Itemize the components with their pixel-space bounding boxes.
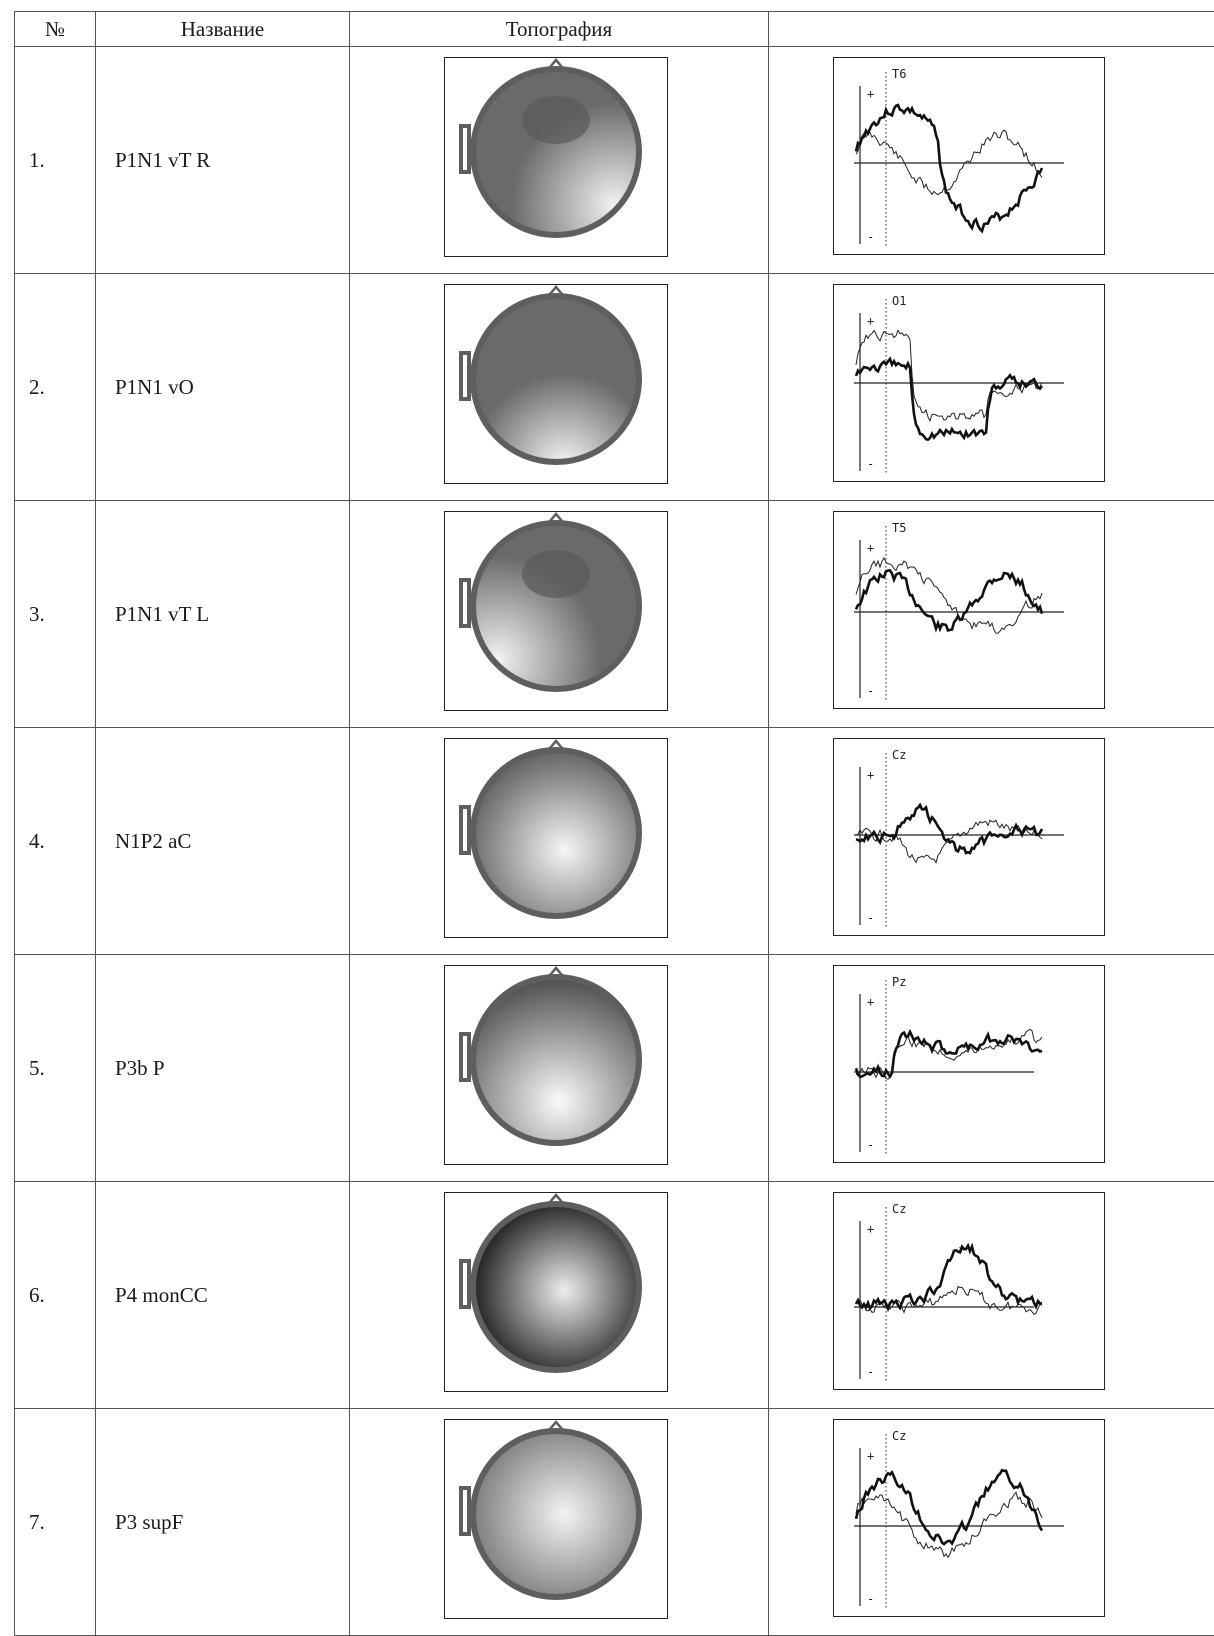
topography-map xyxy=(444,284,668,484)
waveform-thick xyxy=(856,1246,1042,1309)
table-row: 5.P3b P + - Pz xyxy=(15,955,1214,1182)
component-name: P3 supF xyxy=(96,1409,350,1636)
topography-map xyxy=(444,965,668,1165)
waveform-thick xyxy=(856,570,1042,630)
positive-polarity-label: + xyxy=(867,1222,874,1236)
waveform-thin xyxy=(856,130,1042,195)
row-number: 3. xyxy=(15,501,96,728)
topography-cell xyxy=(350,1409,769,1636)
row-number: 6. xyxy=(15,1182,96,1409)
head-outline xyxy=(473,296,639,462)
topography-cell xyxy=(350,955,769,1182)
negative-polarity-label: - xyxy=(867,230,874,244)
table-body: 1.P1N1 vT R + - T6 2.P1N1 vO + - O1 3.P1N1 vT L +… xyxy=(15,47,1214,1636)
waveform-thin xyxy=(856,558,1042,633)
head-outline xyxy=(473,1204,639,1370)
row-number: 2. xyxy=(15,274,96,501)
header-number: № xyxy=(15,12,96,47)
positive-polarity-label: + xyxy=(867,995,874,1009)
row-number: 5. xyxy=(15,955,96,1182)
erp-waveform-cell: + - T5 xyxy=(769,501,1214,728)
head-outline xyxy=(473,69,639,235)
waveform-thick xyxy=(856,105,1042,231)
component-name: P1N1 vT L xyxy=(96,501,350,728)
erp-waveform-plot: + - Cz xyxy=(833,738,1105,936)
negative-polarity-label: - xyxy=(867,1138,874,1152)
positive-polarity-label: + xyxy=(867,541,874,555)
table-header-row: № Название Топография xyxy=(15,12,1214,47)
erp-waveform-plot: + - Pz xyxy=(833,965,1105,1163)
positive-polarity-label: + xyxy=(867,87,874,101)
topography-cell xyxy=(350,274,769,501)
topography-map xyxy=(444,738,668,938)
header-waveform xyxy=(769,12,1214,47)
positive-polarity-label: + xyxy=(867,768,874,782)
table-row: 6.P4 monCC+-Cz* xyxy=(15,1182,1214,1409)
negative-polarity-label: - xyxy=(867,684,874,698)
head-outline xyxy=(473,523,639,689)
topography-cell xyxy=(350,728,769,955)
head-outline xyxy=(473,750,639,916)
erp-waveform-plot: + - T6 xyxy=(833,57,1105,255)
table-row: 3.P1N1 vT L + - T5 xyxy=(15,501,1214,728)
erp-waveform-plot: +-Cz* xyxy=(833,1192,1105,1390)
header-name: Название xyxy=(96,12,350,47)
erp-waveform-cell: + - Cz xyxy=(769,728,1214,955)
waveform-thick xyxy=(856,359,1042,440)
negative-polarity-label: - xyxy=(867,1592,874,1606)
channel-label: Cz xyxy=(892,1429,906,1443)
row-number: 7. xyxy=(15,1409,96,1636)
channel-label: Cz xyxy=(892,748,906,762)
header-topography: Топография xyxy=(350,12,769,47)
head-outline xyxy=(473,1431,639,1597)
erp-waveform-plot: + - T5 xyxy=(833,511,1105,709)
topography-map xyxy=(444,1419,668,1619)
topography-cell xyxy=(350,1182,769,1409)
waveform-thick xyxy=(856,1470,1042,1544)
channel-label: Cz xyxy=(892,1202,906,1216)
positive-polarity-label: + xyxy=(867,314,874,328)
table-row: 2.P1N1 vO + - O1 xyxy=(15,274,1214,501)
positive-polarity-label: + xyxy=(867,1449,874,1463)
erp-waveform-plot: + - O1 xyxy=(833,284,1105,482)
erp-waveform-cell: +-Cz* xyxy=(769,1182,1214,1409)
row-number: 1. xyxy=(15,47,96,274)
negative-polarity-label: - xyxy=(867,457,874,471)
channel-label: Pz xyxy=(892,975,906,989)
negative-polarity-label: - xyxy=(867,911,874,925)
erp-waveform-plot: + - Cz xyxy=(833,1419,1105,1617)
waveform-thick xyxy=(856,805,1042,853)
topography-cell xyxy=(350,47,769,274)
channel-label: T6 xyxy=(892,67,906,81)
component-name: P1N1 vO xyxy=(96,274,350,501)
erp-waveform-cell: + - Pz xyxy=(769,955,1214,1182)
topography-map xyxy=(444,511,668,711)
topography-map xyxy=(444,1192,668,1392)
erp-waveform-cell: + - O1 xyxy=(769,274,1214,501)
component-name: P4 monCC xyxy=(96,1182,350,1409)
component-name: N1P2 aC xyxy=(96,728,350,955)
topography-map xyxy=(444,57,668,257)
table-row: 7.P3 supF + - Cz xyxy=(15,1409,1214,1636)
channel-label: O1 xyxy=(892,294,906,308)
table-row: 1.P1N1 vT R + - T6 xyxy=(15,47,1214,274)
channel-label: T5 xyxy=(892,521,906,535)
topography-cell xyxy=(350,501,769,728)
table-row: 4.N1P2 aC + - Cz xyxy=(15,728,1214,955)
row-number: 4. xyxy=(15,728,96,955)
component-name: P3b P xyxy=(96,955,350,1182)
erp-waveform-cell: + - Cz xyxy=(769,1409,1214,1636)
component-name: P1N1 vT R xyxy=(96,47,350,274)
waveform-thin xyxy=(856,1492,1042,1557)
negative-polarity-label: - xyxy=(867,1365,874,1379)
head-outline xyxy=(473,977,639,1143)
erp-waveform-cell: + - T6 xyxy=(769,47,1214,274)
waveform-thick xyxy=(856,1032,1042,1077)
